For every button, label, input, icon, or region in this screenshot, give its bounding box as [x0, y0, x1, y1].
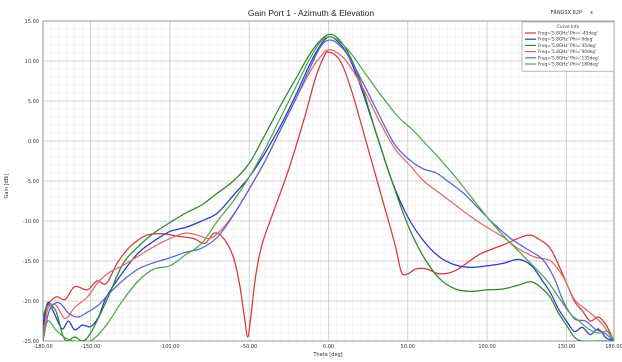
x-tick-label: 100.00 [478, 344, 496, 350]
plot-frame [42, 20, 615, 342]
series-line-3 [43, 33, 614, 341]
x-tick-label: 50.00 [401, 344, 415, 350]
x-tick-label: -150.00 [81, 344, 100, 350]
y-tick-label: 5.00 [28, 99, 39, 105]
plot-area: -180.00 -150.00 -100.00 -50.00 0.00 50.00 100.… [23, 19, 622, 350]
legend-entry: Freq='5.8GHz' Phi='-45deg' [538, 31, 598, 37]
legend-entry: Freq='5.8GHz' Phi='0deg' [538, 37, 593, 43]
legend-entry: Freq='5.8GHz' Phi='45deg' [538, 43, 596, 49]
x-tick-label: 0.00 [323, 344, 334, 350]
y-tick-label: 0.00 [28, 139, 39, 145]
legend-entry: Freq='5.8GHz' Phi='90deg' [538, 49, 596, 55]
x-tick-label: 180.00 [605, 344, 622, 350]
y-tick-label: -5.00 [26, 179, 39, 185]
x-axis-label: Theta [deg] [312, 352, 342, 358]
x-tick-label: -50.00 [241, 344, 257, 350]
x-tick-label: -100.00 [160, 344, 179, 350]
legend-box [521, 21, 615, 72]
series-line-1 [43, 50, 614, 341]
legend-title: Curve Info [557, 24, 580, 30]
x-tick-label: -180.00 [33, 344, 52, 350]
legend-entry: Freq='5.8GHz' Phi='180deg' [538, 62, 599, 68]
corner-label: FRNGSX 82P [550, 10, 582, 16]
y-axis-label: Gain [dBi] [4, 173, 10, 198]
chart-title: Gain Port 1 - Azimuth & Elevation [248, 8, 374, 18]
series-line-5 [43, 39, 614, 341]
y-tick-label: -25.00 [23, 339, 39, 345]
series-line-6 [43, 36, 614, 341]
y-tick-label: -20.00 [23, 299, 39, 305]
series-line-4 [43, 49, 614, 341]
legend-entry: Freq='5.8GHz' Phi='135deg' [538, 55, 599, 61]
y-tick-label: -15.00 [23, 259, 39, 265]
series-group [43, 33, 614, 341]
y-tick-label: 15.00 [25, 19, 39, 25]
y-tick-label: -10.00 [23, 219, 39, 225]
y-tick-label: 10.00 [25, 59, 39, 65]
close-icon[interactable]: x [590, 10, 593, 16]
x-tick-label: 150.00 [558, 344, 576, 350]
